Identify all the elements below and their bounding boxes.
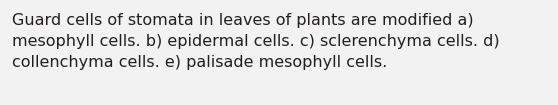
Text: Guard cells of stomata in leaves of plants are modified a)
mesophyll cells. b) e: Guard cells of stomata in leaves of plan… xyxy=(12,13,499,70)
